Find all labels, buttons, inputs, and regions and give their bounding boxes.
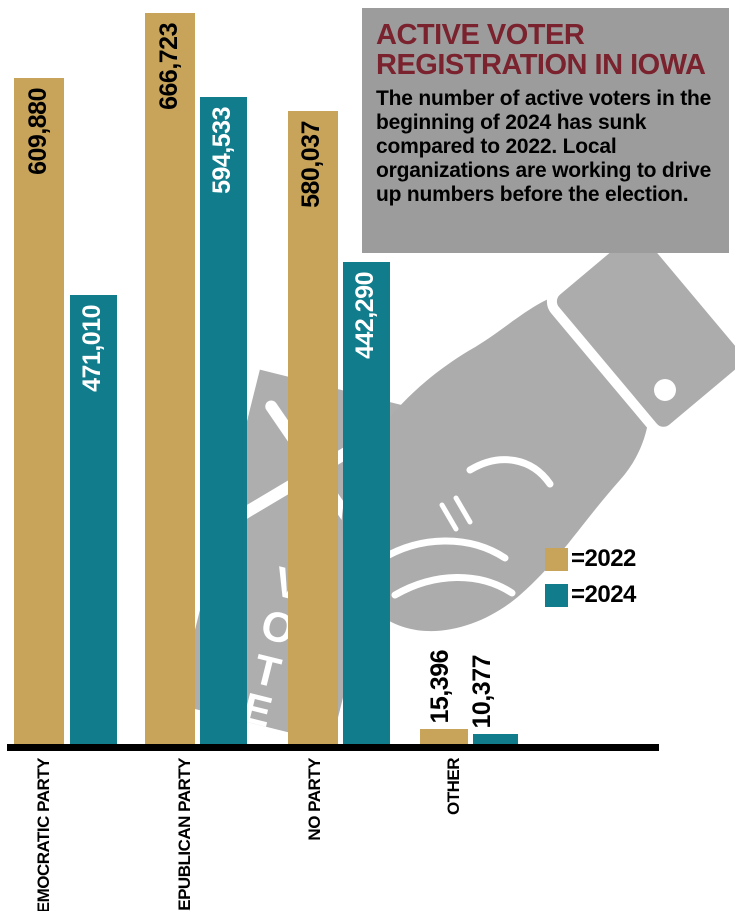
pencil-icon [439,495,473,532]
bar-2024-no-party [343,262,390,744]
legend-item-2024: =2024 [545,581,636,609]
category-label-no-party: NO PARTY [305,758,324,841]
bar-2024-democratic-party [70,295,117,744]
bar-2024-republican-party [200,97,247,744]
value-label-2024-other: 10,377 [468,654,496,728]
thumb-line-icon [466,456,554,488]
finger-line-icon [376,537,509,564]
category-label-republican-party: REPUBLICAN PARTY [175,758,194,911]
legend-item-2022: =2022 [545,545,636,573]
x-axis-line [7,744,659,751]
legend-label-2024: =2024 [571,581,636,608]
legend-swatch-2022 [545,547,568,571]
cuff-button-icon [654,379,676,401]
value-label-2024-republican: 594,533 [208,107,236,194]
chart-title: ACTIVE VOTER REGISTRATION IN IOWA [376,19,706,82]
category-label-other: OTHER [444,758,463,815]
value-label-2024-no-party: 442,290 [351,272,379,359]
bar-2022-democratic-party [14,78,64,744]
cuff-icon [546,223,735,437]
value-label-2022-other: 15,396 [426,649,454,723]
value-label-2022-no-party: 580,037 [297,121,325,208]
finger-line-icon [391,574,516,599]
category-label-democratic-party: DEMOCRATIC PARTY [34,758,53,911]
legend-label-2022: =2022 [571,545,636,572]
chart-description: The number of active voters in the begin… [376,87,712,207]
value-label-2024-democratic: 471,010 [78,305,106,392]
hand-icon [341,292,650,632]
bar-2022-no-party [288,111,338,744]
bar-2022-republican-party [145,13,195,744]
bar-2022-other [420,729,468,744]
legend-swatch-2024 [545,583,568,607]
legend: =2022 =2024 [545,545,636,617]
info-box: ACTIVE VOTER REGISTRATION IN IOWA The nu… [362,8,729,253]
bar-2024-other [473,734,518,744]
value-label-2022-democratic: 609,880 [24,88,52,175]
value-label-2022-republican: 666,723 [155,23,183,110]
